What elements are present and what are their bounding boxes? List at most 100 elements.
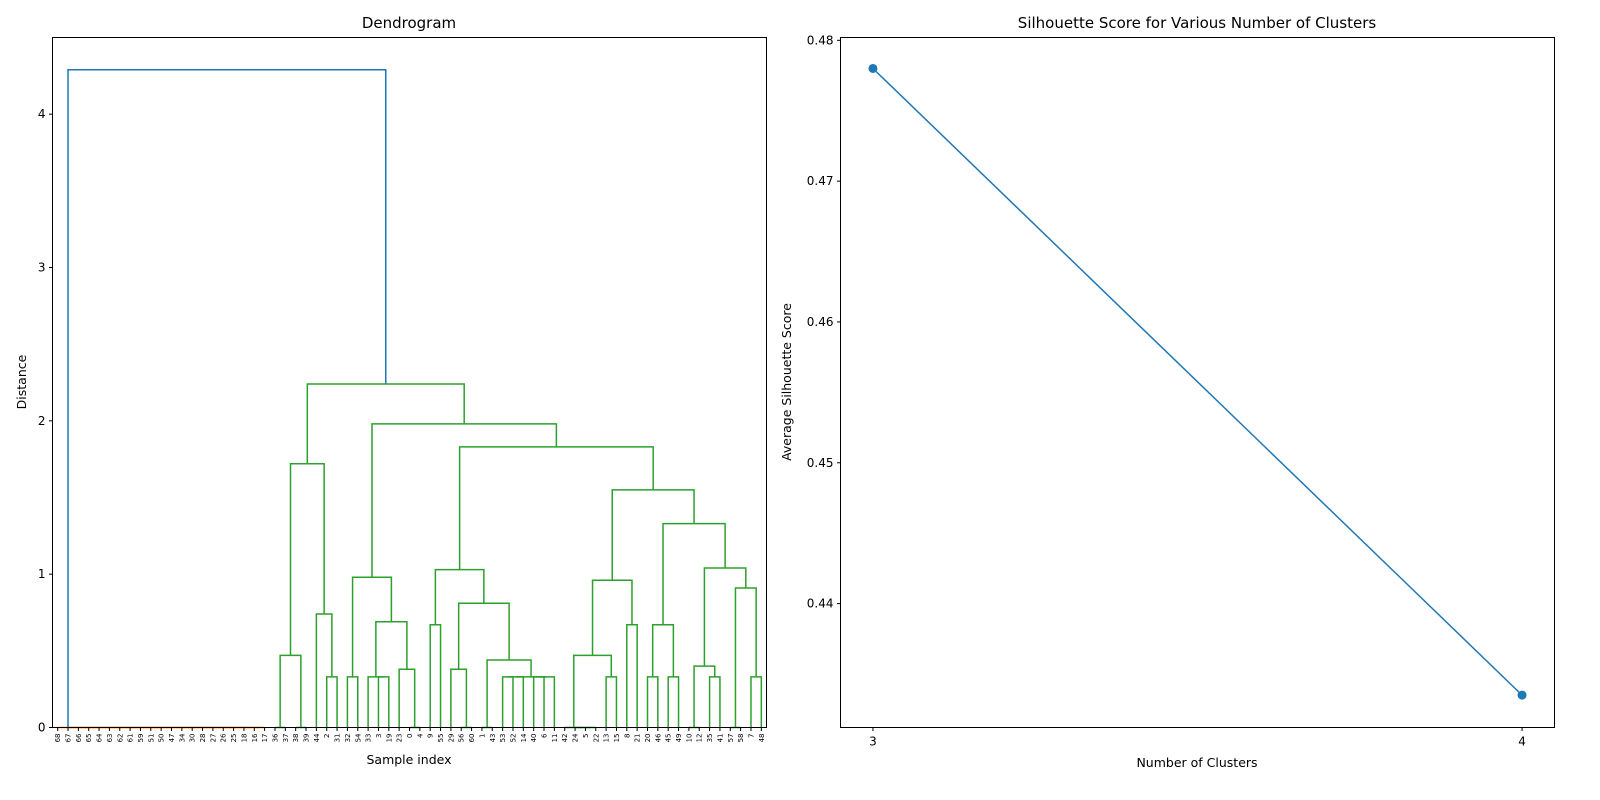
dendrogram-link <box>346 676 359 728</box>
dendrogram-link <box>434 568 485 625</box>
dendrogram-leaf-label: 53 <box>499 734 507 743</box>
dendrogram-leaf-label: 65 <box>85 734 93 743</box>
dendrogram-leaf-label: 55 <box>437 734 445 743</box>
silhouette-xtick-label: 4 <box>1518 735 1526 749</box>
dendrogram-leaf-label: 11 <box>551 734 559 743</box>
dendrogram-leaf-label: 15 <box>613 734 621 743</box>
silhouette-title: Silhouette Score for Various Number of C… <box>1018 14 1377 32</box>
dendrogram-leaf-label: 58 <box>737 734 745 743</box>
dendrogram-leaf-label: 27 <box>209 734 217 743</box>
silhouette-point <box>868 63 878 73</box>
dendrogram-ytick-label: 0 <box>38 721 46 735</box>
dendrogram-link <box>667 676 680 728</box>
dendrogram-link <box>646 676 659 728</box>
dendrogram-leaf-label: 67 <box>65 734 73 743</box>
dendrogram-leaf-label: 38 <box>292 734 300 743</box>
dendrogram-leaf-label: 26 <box>220 733 228 742</box>
dendrogram-leaf-label: 48 <box>758 734 766 743</box>
dendrogram-ytick-label: 3 <box>38 261 46 275</box>
silhouette-line <box>872 67 1523 696</box>
dendrogram-leaf-label: 43 <box>489 734 497 743</box>
dendrogram-link <box>351 576 393 677</box>
dendrogram-leaf-label: 68 <box>54 734 62 743</box>
dendrogram-leaf-label: 63 <box>106 734 114 743</box>
dendrogram-ytick-label: 2 <box>38 414 46 428</box>
dendrogram-leaf-label: 64 <box>96 733 104 742</box>
dendrogram-leaf-label: 49 <box>675 734 683 743</box>
dendrogram-leaf-label: 44 <box>313 733 321 742</box>
dendrogram-leaf-label: 30 <box>189 734 197 743</box>
dendrogram-leaf-label: 42 <box>561 734 569 743</box>
dendrogram-xlabel: Sample index <box>366 752 451 767</box>
dendrogram-link <box>605 676 618 728</box>
dendrogram-link <box>377 676 390 728</box>
dendrogram-leaf-label: 5 <box>582 734 590 738</box>
dendrogram-leaf-label: 28 <box>199 734 207 743</box>
silhouette-xtick-label: 3 <box>869 735 877 749</box>
dendrogram-link <box>67 68 387 728</box>
dendrogram-leaf-label: 37 <box>282 734 290 743</box>
dendrogram-link <box>703 567 747 667</box>
silhouette-point <box>1517 690 1527 700</box>
dendrogram-leaf-label: 34 <box>178 733 186 742</box>
dendrogram-leaf-label: 54 <box>354 733 362 742</box>
dendrogram-leaf-label: 19 <box>385 734 393 743</box>
dendrogram-leaf-label: 51 <box>147 734 155 743</box>
dendrogram-leaf-label: 35 <box>706 734 714 743</box>
silhouette-marks <box>868 63 1527 700</box>
silhouette-xlabel: Number of Clusters <box>1136 755 1257 770</box>
dendrogram-leaf-label: 33 <box>365 734 373 743</box>
dendrogram-ytick-label: 1 <box>38 567 46 581</box>
dendrogram-link <box>538 676 556 728</box>
dendrogram-link <box>486 659 532 728</box>
dendrogram-link <box>279 654 302 728</box>
dendrogram-leaf-label: 9 <box>427 734 435 738</box>
dendrogram-link <box>750 676 763 728</box>
dendrogram-link <box>626 624 638 728</box>
dendrogram-link <box>507 676 525 728</box>
dendrogram-leaf-label: 46 <box>654 733 662 742</box>
silhouette-panel: Silhouette Score for Various Number of C… <box>779 14 1555 770</box>
silhouette-ylabel: Average Silhouette Score <box>779 303 794 461</box>
dendrogram-ticks: 68 67 66 65 64 63 62 61 59 51 50 47 34 30 28 27 26 25 18 16… <box>38 107 766 742</box>
dendrogram-leaf-label: 61 <box>127 734 135 743</box>
dendrogram-leaf-label: 40 <box>530 734 538 743</box>
dendrogram-ytick-label: 4 <box>38 107 46 121</box>
dendrogram-leaf-label: 12 <box>696 734 704 743</box>
dendrogram-link <box>501 676 514 728</box>
dendrogram-link <box>458 446 654 570</box>
dendrogram-leaf-label: 13 <box>603 734 611 743</box>
dendrogram-title: Dendrogram <box>362 14 456 32</box>
dendrogram-leaf-label: 8 <box>623 734 631 738</box>
dendrogram-link <box>651 624 675 677</box>
dendrogram-axes-frame <box>52 37 767 728</box>
dendrogram-leaf-label: 14 <box>520 733 528 742</box>
dendrogram-link <box>611 489 695 581</box>
dendrogram-leaf-label: 0 <box>406 734 414 738</box>
dendrogram-leaf-label: 41 <box>716 734 724 743</box>
dendrogram-leaf-label: 16 <box>251 733 259 742</box>
dendrogram-link <box>325 676 338 728</box>
dendrogram-links <box>57 68 763 729</box>
dendrogram-leaf-label: 4 <box>416 733 424 738</box>
dendrogram-link <box>450 668 468 728</box>
dendrogram-leaf-label: 29 <box>447 734 455 743</box>
dendrogram-leaf-label: 59 <box>137 734 145 743</box>
dendrogram-leaf-label: 32 <box>344 734 352 743</box>
silhouette-ytick-label: 0.44 <box>807 597 834 611</box>
silhouette-ticks: 3 4 0.44 0.45 0.46 0.47 0.48 <box>807 33 1526 748</box>
dendrogram-leaf-label: 39 <box>303 734 311 743</box>
dendrogram-leaf-label: 47 <box>168 734 176 743</box>
dendrogram-link <box>398 668 416 728</box>
dendrogram-link <box>532 676 545 728</box>
silhouette-ytick-label: 0.45 <box>807 456 834 470</box>
silhouette-ytick-label: 0.47 <box>807 174 834 188</box>
dendrogram-leaf-label: 24 <box>572 733 580 742</box>
dendrogram-leaf-label: 45 <box>665 734 673 743</box>
dendrogram-leaf-label: 22 <box>592 734 600 743</box>
dendrogram-leaf-label: 1 <box>478 734 486 738</box>
silhouette-ytick-label: 0.48 <box>807 33 834 47</box>
dendrogram-leaf-label: 6 <box>541 733 549 738</box>
dendrogram-leaf-label: 50 <box>158 734 166 743</box>
dendrogram-leaf-label: 36 <box>271 733 279 742</box>
